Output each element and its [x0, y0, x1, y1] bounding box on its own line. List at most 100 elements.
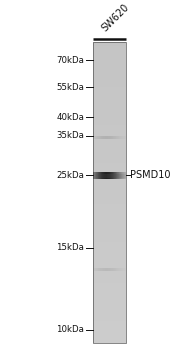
- Bar: [125, 174, 126, 178]
- Bar: [99, 136, 100, 139]
- Bar: [120, 174, 121, 178]
- Bar: [92, 128, 126, 132]
- Bar: [107, 174, 108, 178]
- Bar: [117, 174, 118, 178]
- Bar: [92, 102, 126, 106]
- Bar: [100, 174, 101, 178]
- Bar: [112, 136, 113, 139]
- Bar: [92, 125, 126, 128]
- Text: 15kDa: 15kDa: [56, 243, 84, 252]
- Bar: [105, 268, 106, 271]
- Bar: [95, 174, 96, 178]
- Bar: [97, 172, 98, 179]
- Bar: [110, 174, 111, 178]
- Bar: [112, 268, 113, 271]
- Bar: [117, 172, 118, 179]
- Bar: [115, 136, 116, 139]
- Bar: [92, 208, 126, 211]
- Bar: [115, 174, 116, 178]
- Bar: [115, 268, 116, 271]
- Bar: [92, 283, 126, 287]
- Bar: [95, 268, 96, 271]
- Bar: [116, 268, 117, 271]
- Bar: [94, 174, 95, 178]
- Bar: [113, 174, 114, 178]
- Text: 55kDa: 55kDa: [56, 83, 84, 92]
- Bar: [92, 336, 126, 340]
- Bar: [106, 172, 107, 179]
- Bar: [101, 268, 102, 271]
- Text: 70kDa: 70kDa: [56, 56, 84, 64]
- Bar: [102, 268, 103, 271]
- Bar: [120, 268, 121, 271]
- Bar: [92, 72, 126, 76]
- Bar: [92, 155, 126, 159]
- Bar: [92, 219, 126, 223]
- Bar: [92, 204, 126, 208]
- Bar: [99, 174, 100, 178]
- Bar: [99, 268, 100, 271]
- Bar: [104, 268, 105, 271]
- Bar: [109, 174, 110, 178]
- Bar: [121, 136, 122, 139]
- Bar: [92, 238, 126, 241]
- Bar: [124, 172, 125, 179]
- Bar: [125, 172, 126, 179]
- Bar: [92, 61, 126, 64]
- Bar: [96, 136, 97, 139]
- Bar: [105, 172, 106, 179]
- Bar: [92, 42, 126, 343]
- Bar: [111, 136, 112, 139]
- Bar: [104, 174, 105, 178]
- Bar: [122, 268, 123, 271]
- Bar: [101, 174, 102, 178]
- Bar: [93, 172, 94, 179]
- Bar: [92, 91, 126, 95]
- Bar: [92, 68, 126, 72]
- Bar: [107, 172, 108, 179]
- Bar: [92, 166, 126, 170]
- Bar: [124, 268, 125, 271]
- Bar: [102, 174, 103, 178]
- Bar: [92, 272, 126, 275]
- Bar: [108, 172, 109, 179]
- Bar: [105, 136, 106, 139]
- Bar: [102, 172, 103, 179]
- Bar: [93, 174, 94, 178]
- Bar: [92, 181, 126, 185]
- Bar: [92, 253, 126, 257]
- Bar: [110, 136, 111, 139]
- Bar: [92, 200, 126, 204]
- Bar: [106, 268, 107, 271]
- Bar: [101, 136, 102, 139]
- Bar: [97, 136, 98, 139]
- Bar: [104, 136, 105, 139]
- Bar: [92, 113, 126, 117]
- Bar: [99, 136, 100, 139]
- Bar: [97, 174, 98, 178]
- Bar: [92, 76, 126, 79]
- Bar: [98, 172, 99, 179]
- Bar: [121, 268, 122, 271]
- Bar: [118, 172, 119, 179]
- Bar: [99, 172, 100, 179]
- Bar: [103, 136, 104, 139]
- Bar: [92, 94, 126, 98]
- Bar: [99, 268, 100, 271]
- Bar: [92, 87, 126, 91]
- Bar: [111, 268, 112, 271]
- Bar: [109, 268, 110, 271]
- Bar: [92, 83, 126, 87]
- Bar: [92, 215, 126, 219]
- Bar: [95, 172, 96, 179]
- Bar: [92, 294, 126, 298]
- Bar: [92, 121, 126, 125]
- Bar: [92, 64, 126, 68]
- Bar: [92, 287, 126, 290]
- Bar: [112, 268, 113, 271]
- Bar: [106, 174, 107, 178]
- Bar: [92, 249, 126, 253]
- Bar: [99, 174, 100, 178]
- Bar: [119, 136, 120, 139]
- Bar: [98, 136, 99, 139]
